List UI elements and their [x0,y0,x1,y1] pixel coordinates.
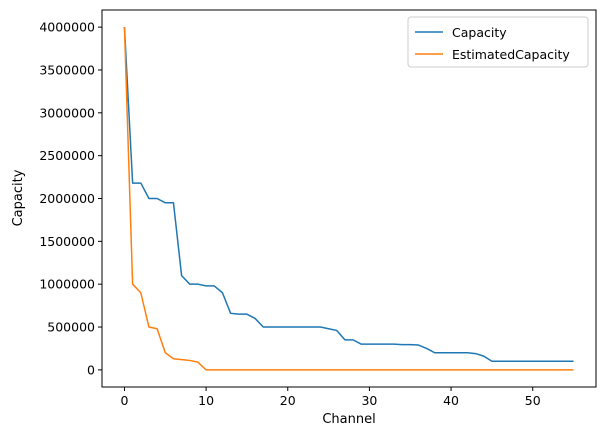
series-layer [123,27,574,371]
x-tick-label: 40 [443,393,459,408]
y-tick-label: 3000000 [39,105,95,120]
x-tick-label: 0 [120,393,128,408]
x-tick-label: 30 [361,393,377,408]
plot-area [101,9,597,388]
y-tick-label: 500000 [47,320,95,335]
x-tick-label: 20 [280,393,296,408]
x-axis-ticks: 0 10 20 30 40 50 [120,387,541,408]
y-tick-label: 3500000 [39,62,95,77]
legend-label-estimated-capacity: EstimatedCapacity [452,47,570,62]
x-tick-label: 50 [525,393,541,408]
legend-label-capacity: Capacity [452,25,507,40]
y-axis-ticks: 0 500000 1000000 1500000 2000000 2500000 30000… [39,20,102,377]
y-axis-label: Capacity [11,169,26,226]
series-line-estimated-capacity [123,27,574,371]
y-tick-label: 1000000 [39,277,95,292]
y-tick-label: 1500000 [39,234,95,249]
x-tick-label: 10 [198,393,214,408]
y-tick-label: 2000000 [39,191,95,206]
series-line-capacity [123,27,574,363]
y-tick-label: 4000000 [39,20,95,35]
y-tick-label: 2500000 [39,148,95,163]
y-tick-label: 0 [87,362,95,377]
legend: Capacity EstimatedCapacity [407,16,589,68]
x-axis-label: Channel [322,412,375,427]
legend-box [407,16,589,68]
